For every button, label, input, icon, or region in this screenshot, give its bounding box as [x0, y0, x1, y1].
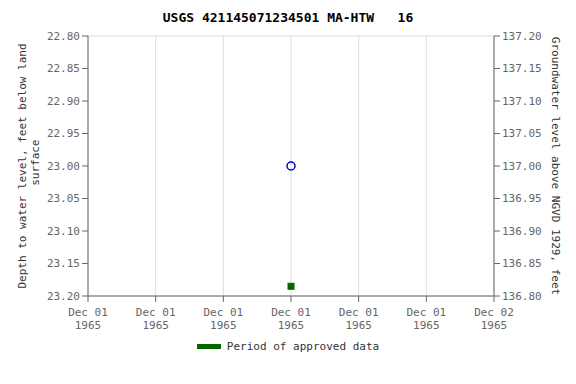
svg-text:137.15: 137.15: [502, 62, 542, 75]
svg-text:22.80: 22.80: [47, 30, 80, 43]
svg-text:136.90: 136.90: [502, 225, 542, 238]
svg-text:22.90: 22.90: [47, 95, 80, 108]
svg-text:Dec 011965: Dec 011965: [136, 306, 176, 332]
svg-text:Dec 011965: Dec 011965: [68, 306, 108, 332]
svg-text:23.00: 23.00: [47, 160, 80, 173]
svg-text:23.05: 23.05: [47, 192, 80, 205]
svg-text:22.95: 22.95: [47, 127, 80, 140]
svg-text:137.20: 137.20: [502, 30, 542, 43]
svg-text:136.95: 136.95: [502, 192, 542, 205]
svg-text:136.80: 136.80: [502, 290, 542, 303]
svg-text:Dec 021965: Dec 021965: [474, 306, 514, 332]
svg-text:22.85: 22.85: [47, 62, 80, 75]
svg-text:137.05: 137.05: [502, 127, 542, 140]
svg-text:Dec 011965: Dec 011965: [339, 306, 379, 332]
svg-text:23.15: 23.15: [47, 257, 80, 270]
svg-text:23.20: 23.20: [47, 290, 80, 303]
html-text:Period of approved data: Period of approved data: [226, 340, 380, 353]
svg-text:137.10: 137.10: [502, 95, 542, 108]
svg-text:23.10: 23.10: [47, 225, 80, 238]
svg-text:137.00: 137.00: [502, 160, 542, 173]
svg-text:Depth to water level, feet bel: Depth to water level, feet below land su…: [16, 43, 42, 288]
svg-text:Dec 011965: Dec 011965: [203, 306, 243, 332]
svg-text:Groundwater level above NGVD 1: Groundwater level above NGVD 1929, feet: [549, 37, 562, 295]
html-text:USGS 421145071234501 MA-HTW 16: USGS 421145071234501 MA-HTW 16: [162, 10, 414, 25]
svg-text:Dec 011965: Dec 011965: [271, 306, 311, 332]
svg-text:136.85: 136.85: [502, 257, 542, 270]
svg-text:Dec 011965: Dec 011965: [406, 306, 446, 332]
